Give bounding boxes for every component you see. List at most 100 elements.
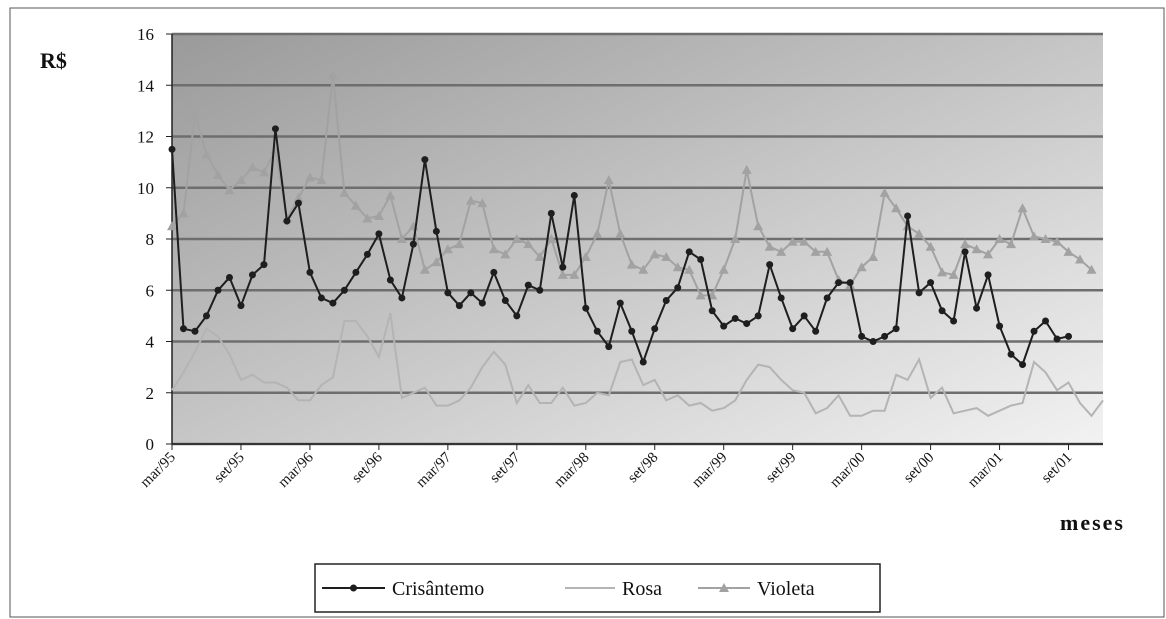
point [224, 185, 235, 195]
point [961, 248, 969, 256]
point [1006, 239, 1017, 249]
point [329, 299, 337, 307]
point [524, 281, 532, 289]
point [251, 374, 253, 376]
point [240, 379, 242, 381]
point [1068, 382, 1070, 384]
point [501, 297, 509, 304]
point [769, 366, 771, 368]
point [596, 392, 598, 394]
point [695, 290, 706, 300]
point [378, 356, 380, 358]
point [1045, 371, 1047, 373]
point [431, 257, 442, 267]
point [731, 314, 739, 322]
point [1030, 327, 1038, 335]
point [856, 262, 867, 272]
point [619, 361, 621, 363]
point [401, 397, 403, 399]
point [849, 415, 851, 417]
point [1033, 361, 1035, 363]
point [271, 125, 279, 133]
point [895, 374, 897, 376]
point [960, 239, 971, 249]
point [711, 410, 713, 412]
legend-marker [719, 583, 729, 592]
point [937, 267, 948, 277]
point [858, 332, 866, 340]
point [570, 191, 578, 199]
point [585, 402, 587, 404]
point [964, 410, 966, 412]
point [339, 187, 350, 197]
point [316, 175, 327, 185]
point [915, 289, 923, 297]
point [1053, 335, 1061, 343]
point [194, 351, 196, 353]
point [513, 312, 521, 320]
point [1029, 231, 1040, 241]
point [1079, 402, 1081, 404]
point [700, 402, 702, 404]
point [258, 167, 269, 177]
point [1086, 264, 1097, 274]
point [918, 358, 920, 360]
point [1010, 405, 1012, 407]
point [293, 193, 304, 202]
point [247, 162, 258, 172]
point [815, 412, 817, 414]
legend-label: Crisântemo [392, 578, 484, 600]
point [523, 239, 534, 249]
point [527, 384, 529, 386]
point [879, 187, 890, 197]
point [730, 234, 741, 243]
point [605, 343, 613, 351]
point [396, 234, 407, 243]
point [263, 382, 265, 384]
point [1042, 317, 1050, 325]
point [628, 327, 636, 335]
point [792, 389, 794, 391]
point [168, 145, 176, 153]
point [973, 304, 981, 312]
point [559, 263, 567, 271]
y-tick-label: 0 [146, 435, 155, 454]
point [631, 358, 633, 360]
point [938, 307, 946, 315]
point [593, 327, 601, 335]
point [375, 230, 383, 238]
point [212, 169, 223, 179]
y-tick-label: 14 [137, 76, 155, 95]
point [385, 190, 396, 200]
point [355, 320, 357, 322]
point [914, 228, 925, 238]
series-line [171, 313, 1104, 418]
point [478, 299, 486, 307]
point [447, 405, 449, 407]
point [465, 195, 476, 205]
point [363, 250, 371, 258]
point [350, 200, 361, 210]
point [953, 412, 955, 414]
point [201, 149, 212, 159]
point [573, 405, 575, 407]
point [562, 387, 564, 389]
point [661, 251, 672, 261]
point [343, 320, 345, 322]
point [688, 405, 690, 407]
x-axis-label: meses [1060, 510, 1125, 535]
point [435, 405, 437, 407]
point [248, 271, 256, 279]
point [948, 269, 959, 279]
point [286, 387, 288, 389]
point [1040, 234, 1051, 243]
point [1065, 332, 1073, 340]
legend-label: Rosa [622, 578, 662, 600]
point [799, 236, 810, 246]
legend-label: Violeta [757, 578, 815, 600]
point [741, 164, 752, 174]
point [1091, 415, 1093, 417]
point [580, 251, 591, 261]
point [743, 320, 751, 328]
point [500, 249, 511, 259]
